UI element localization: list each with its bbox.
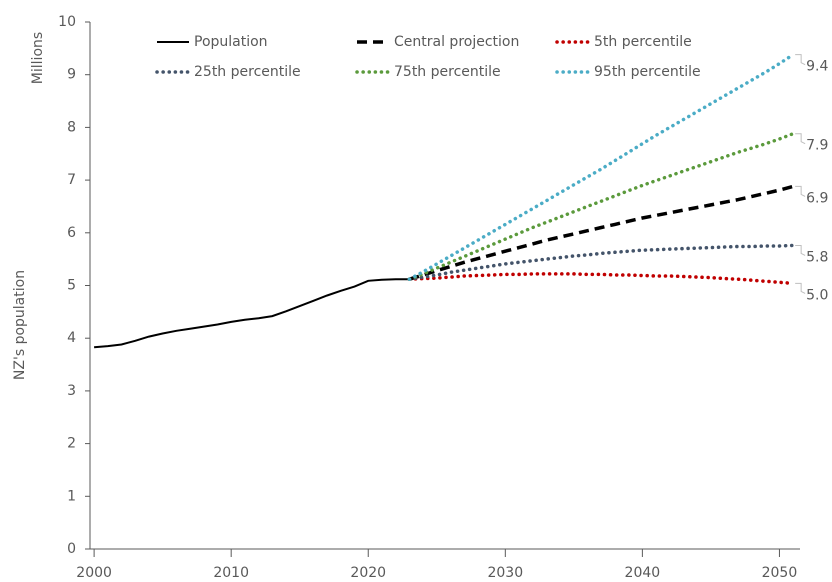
x-tick-label: 2010: [213, 565, 249, 581]
y-tick-label: 8: [67, 119, 76, 135]
legend-label: 75th percentile: [394, 64, 501, 80]
y-tick-label: 2: [67, 436, 76, 452]
legend-label: 95th percentile: [594, 64, 701, 80]
end-label: 6.9: [806, 190, 828, 206]
legend-label: 5th percentile: [594, 34, 692, 50]
series-line: [94, 278, 410, 349]
y-tick-label: 3: [67, 383, 76, 399]
legend-label: Central projection: [394, 34, 519, 50]
y-axis-label: NZ's population: [12, 270, 28, 380]
series-line: [407, 243, 795, 281]
series-line: [407, 131, 795, 281]
series-line: [408, 184, 794, 281]
x-tick-label: 2040: [625, 565, 661, 581]
label-leader: [795, 185, 806, 197]
y-tick-label: 4: [67, 330, 76, 346]
series-line: [407, 52, 795, 281]
label-leader: [795, 282, 806, 294]
y-unit-label: Millions: [30, 32, 46, 84]
end-label: 9.4: [806, 59, 828, 75]
end-label: 5.0: [806, 287, 828, 303]
label-leader: [795, 244, 806, 256]
x-tick-label: 2020: [350, 565, 386, 581]
end-label: 7.9: [806, 138, 828, 154]
y-tick-label: 7: [67, 172, 76, 188]
y-tick-label: 5: [67, 278, 76, 294]
end-label: 5.8: [806, 249, 828, 265]
series-line: [407, 272, 795, 286]
legend-label: Population: [194, 34, 268, 50]
y-tick-label: 0: [67, 541, 76, 557]
x-tick-label: 2030: [487, 565, 523, 581]
label-leader: [795, 133, 806, 145]
x-tick-label: 2050: [762, 565, 798, 581]
x-tick-label: 2000: [76, 565, 112, 581]
label-leader: [795, 54, 806, 66]
y-tick-label: 1: [67, 488, 76, 504]
y-tick-label: 6: [67, 225, 76, 241]
y-tick-label: 10: [58, 14, 76, 30]
y-tick-label: 9: [67, 67, 76, 83]
legend-label: 25th percentile: [194, 64, 301, 80]
